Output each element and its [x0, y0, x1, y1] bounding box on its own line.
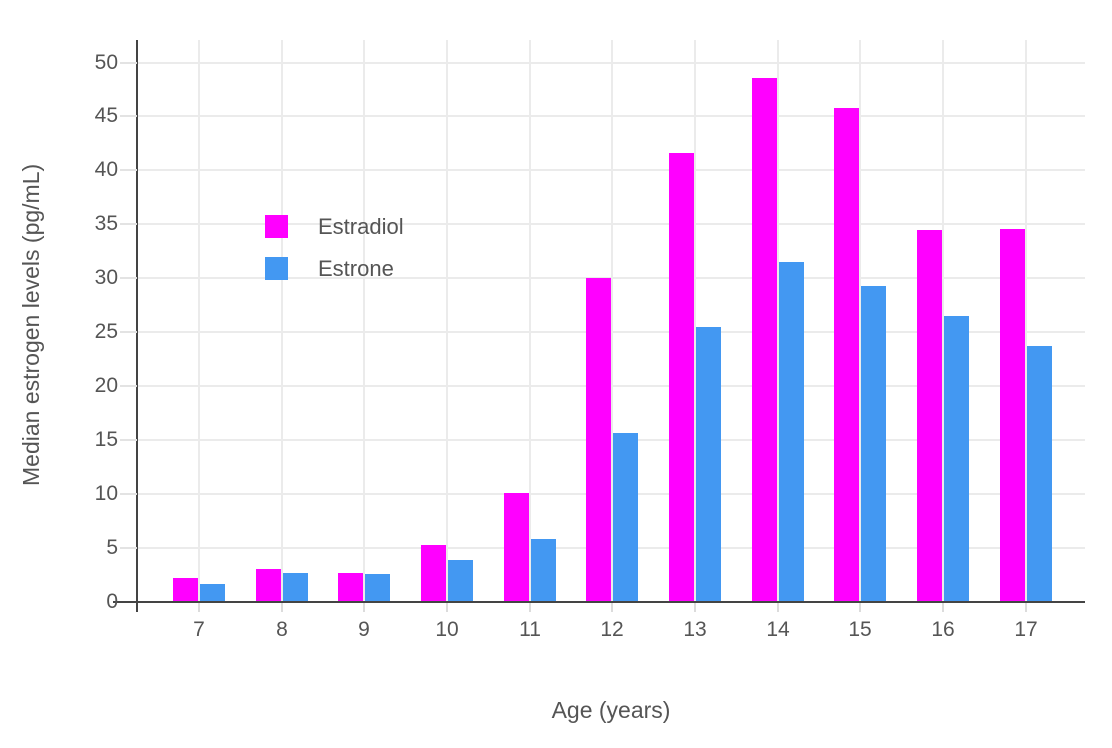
x-tick-12	[611, 603, 613, 612]
gridline-x-10	[446, 40, 448, 602]
bar-estrone-age-14[interactable]	[779, 262, 804, 602]
estradiol-color-swatch	[265, 215, 288, 238]
y-tick-40	[120, 169, 137, 171]
x-tick-10	[446, 603, 448, 612]
x-tick-17	[1025, 603, 1027, 612]
gridline-x-17	[1025, 40, 1027, 602]
y-axis-line	[136, 40, 138, 612]
y-tick-25	[120, 331, 137, 333]
legend-item-estrone[interactable]: Estrone	[265, 255, 404, 281]
x-tick-label-7: 7	[193, 618, 205, 641]
bar-estrone-age-9[interactable]	[365, 574, 390, 602]
bar-estrone-age-16[interactable]	[944, 316, 969, 602]
bar-estradiol-age-11[interactable]	[504, 493, 529, 602]
bar-estrone-age-10[interactable]	[448, 560, 473, 602]
gridline-x-13	[694, 40, 696, 602]
y-tick-label-20: 20	[94, 374, 118, 397]
gridline-x-8	[281, 40, 283, 602]
x-axis-title: Age (years)	[551, 697, 671, 723]
legend: Estradiol Estrone	[265, 213, 404, 299]
x-axis-line	[113, 601, 1085, 603]
x-tick-8	[281, 603, 283, 612]
bar-estradiol-age-8[interactable]	[256, 569, 281, 602]
y-tick-label-0: 0	[106, 590, 118, 613]
estrone-color-swatch	[265, 257, 288, 280]
bar-estradiol-age-9[interactable]	[338, 573, 363, 602]
x-tick-16	[942, 603, 944, 612]
bar-estrone-age-13[interactable]	[696, 327, 721, 602]
bar-estradiol-age-15[interactable]	[834, 108, 859, 602]
x-tick-label-13: 13	[683, 618, 707, 641]
x-tick-7	[198, 603, 200, 612]
y-tick-5	[120, 547, 137, 549]
gridline-x-16	[942, 40, 944, 602]
bar-estrone-age-12[interactable]	[613, 433, 638, 602]
gridline-x-11	[529, 40, 531, 602]
x-tick-9	[363, 603, 365, 612]
bar-estradiol-age-12[interactable]	[586, 278, 611, 602]
y-tick-label-5: 5	[106, 536, 118, 559]
plot-area[interactable]	[137, 40, 1085, 602]
y-tick-label-10: 10	[94, 482, 118, 505]
x-tick-15	[859, 603, 861, 612]
gridline-x-7	[198, 40, 200, 602]
x-tick-label-9: 9	[358, 618, 370, 641]
y-tick-10	[120, 493, 137, 495]
x-tick-label-10: 10	[435, 618, 459, 641]
y-tick-label-40: 40	[94, 158, 118, 181]
bar-estradiol-age-10[interactable]	[421, 545, 446, 602]
x-tick-label-11: 11	[519, 618, 541, 641]
y-tick-15	[120, 439, 137, 441]
x-tick-13	[694, 603, 696, 612]
y-tick-label-45: 45	[94, 104, 118, 127]
x-tick-label-8: 8	[276, 618, 288, 641]
gridline-x-9	[363, 40, 365, 602]
y-tick-label-50: 50	[94, 51, 118, 74]
y-tick-label-35: 35	[94, 212, 118, 235]
gridline-x-15	[859, 40, 861, 602]
bar-estradiol-age-16[interactable]	[917, 230, 942, 602]
x-tick-label-14: 14	[766, 618, 790, 641]
x-tick-label-16: 16	[931, 618, 955, 641]
bar-estradiol-age-17[interactable]	[1000, 229, 1025, 602]
bar-estrone-age-8[interactable]	[283, 573, 308, 602]
y-tick-45	[120, 115, 137, 117]
y-tick-20	[120, 385, 137, 387]
legend-label-estradiol: Estradiol	[318, 213, 404, 239]
y-tick-label-15: 15	[94, 428, 118, 451]
x-tick-14	[777, 603, 779, 612]
gridline-x-14	[777, 40, 779, 602]
bar-estradiol-age-7[interactable]	[173, 578, 198, 602]
y-tick-50	[120, 62, 137, 64]
bar-estrone-age-15[interactable]	[861, 286, 886, 602]
bar-estrone-age-11[interactable]	[531, 539, 556, 602]
bar-estradiol-age-13[interactable]	[669, 153, 694, 602]
y-tick-35	[120, 223, 137, 225]
gridline-x-12	[611, 40, 613, 602]
x-tick-label-17: 17	[1014, 618, 1038, 641]
bar-estrone-age-17[interactable]	[1027, 346, 1052, 602]
y-tick-label-25: 25	[94, 320, 118, 343]
legend-item-estradiol[interactable]: Estradiol	[265, 213, 404, 239]
bar-estrone-age-7[interactable]	[200, 584, 225, 602]
bar-estradiol-age-14[interactable]	[752, 78, 777, 602]
x-tick-11	[529, 603, 531, 612]
y-tick-label-30: 30	[94, 266, 118, 289]
legend-label-estrone: Estrone	[318, 255, 394, 281]
y-tick-30	[120, 277, 137, 279]
x-tick-label-12: 12	[600, 618, 624, 641]
x-tick-label-15: 15	[848, 618, 872, 641]
